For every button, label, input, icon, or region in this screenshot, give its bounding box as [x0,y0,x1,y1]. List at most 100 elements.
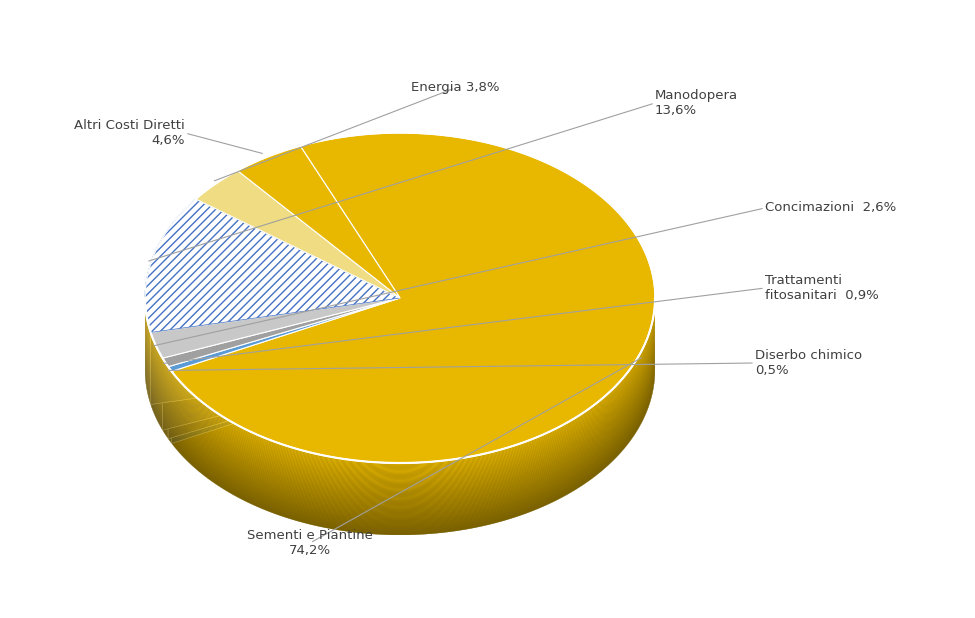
Polygon shape [145,300,655,466]
Text: Energia 3,8%: Energia 3,8% [410,82,499,95]
Polygon shape [145,360,655,526]
Polygon shape [145,336,655,502]
Polygon shape [145,301,655,467]
Polygon shape [145,337,655,504]
Polygon shape [145,339,655,504]
Polygon shape [145,342,655,508]
Text: Concimazioni  2,6%: Concimazioni 2,6% [765,201,896,214]
Polygon shape [145,327,655,493]
Polygon shape [145,199,400,332]
Polygon shape [145,361,655,527]
Text: Trattamenti
fitosanitari  0,9%: Trattamenti fitosanitari 0,9% [765,274,878,302]
Polygon shape [145,339,655,506]
Polygon shape [145,311,655,477]
Polygon shape [168,366,172,443]
Polygon shape [145,345,655,510]
Polygon shape [145,320,655,486]
Polygon shape [145,347,655,514]
Polygon shape [150,298,400,404]
Polygon shape [145,359,655,525]
Polygon shape [145,351,655,517]
Polygon shape [145,353,655,519]
Text: Sementi e Piantine
74,2%: Sementi e Piantine 74,2% [247,529,372,557]
Polygon shape [145,341,655,506]
Text: Manodopera
13,6%: Manodopera 13,6% [655,89,738,117]
Polygon shape [145,323,655,488]
Polygon shape [145,355,655,520]
Polygon shape [145,298,150,404]
Polygon shape [145,345,655,512]
Polygon shape [168,298,400,371]
Polygon shape [150,298,400,358]
Polygon shape [145,302,655,467]
Polygon shape [163,298,400,430]
Polygon shape [145,365,655,530]
Polygon shape [145,324,655,490]
Polygon shape [238,146,400,298]
Polygon shape [145,347,655,512]
Polygon shape [145,307,655,473]
Polygon shape [145,358,655,524]
Polygon shape [145,331,655,497]
Polygon shape [196,171,400,298]
Polygon shape [163,298,400,366]
Polygon shape [145,333,655,499]
Text: Diserbo chimico
0,5%: Diserbo chimico 0,5% [755,349,862,377]
Polygon shape [145,355,655,522]
Ellipse shape [145,205,655,535]
Polygon shape [145,365,655,531]
Polygon shape [145,316,655,482]
Polygon shape [145,369,655,535]
Polygon shape [145,302,655,468]
Polygon shape [145,366,655,532]
Polygon shape [145,335,655,501]
Polygon shape [172,133,655,463]
Polygon shape [145,329,655,494]
Polygon shape [145,321,655,486]
Polygon shape [145,368,655,534]
Polygon shape [145,313,655,478]
Polygon shape [145,310,655,476]
Polygon shape [145,313,655,479]
Polygon shape [145,332,655,498]
Polygon shape [172,133,655,463]
Polygon shape [145,363,655,528]
Polygon shape [145,314,655,480]
Polygon shape [168,298,400,439]
Polygon shape [145,341,655,507]
Polygon shape [145,309,655,475]
Polygon shape [145,349,655,514]
Polygon shape [150,298,400,358]
Polygon shape [145,299,655,465]
Polygon shape [163,298,400,366]
Polygon shape [145,311,655,476]
Polygon shape [145,199,400,332]
Polygon shape [145,325,655,491]
Polygon shape [145,315,655,481]
Polygon shape [145,323,655,489]
Polygon shape [145,343,655,509]
Polygon shape [145,370,655,535]
Polygon shape [163,358,168,439]
Polygon shape [145,349,655,515]
Polygon shape [145,298,655,464]
Polygon shape [145,321,655,488]
Polygon shape [145,317,655,483]
Polygon shape [145,319,655,485]
Polygon shape [145,357,655,522]
Polygon shape [163,298,400,430]
Polygon shape [196,171,400,298]
Polygon shape [145,318,655,484]
Polygon shape [145,337,655,502]
Text: Altri Costi Diretti
4,6%: Altri Costi Diretti 4,6% [74,119,185,147]
Polygon shape [145,353,655,520]
Polygon shape [168,298,400,439]
Polygon shape [145,362,655,528]
Polygon shape [238,146,400,298]
Polygon shape [150,332,163,430]
Polygon shape [145,304,655,470]
Polygon shape [172,298,400,443]
Polygon shape [145,329,655,496]
Polygon shape [172,298,655,535]
Polygon shape [145,308,655,474]
